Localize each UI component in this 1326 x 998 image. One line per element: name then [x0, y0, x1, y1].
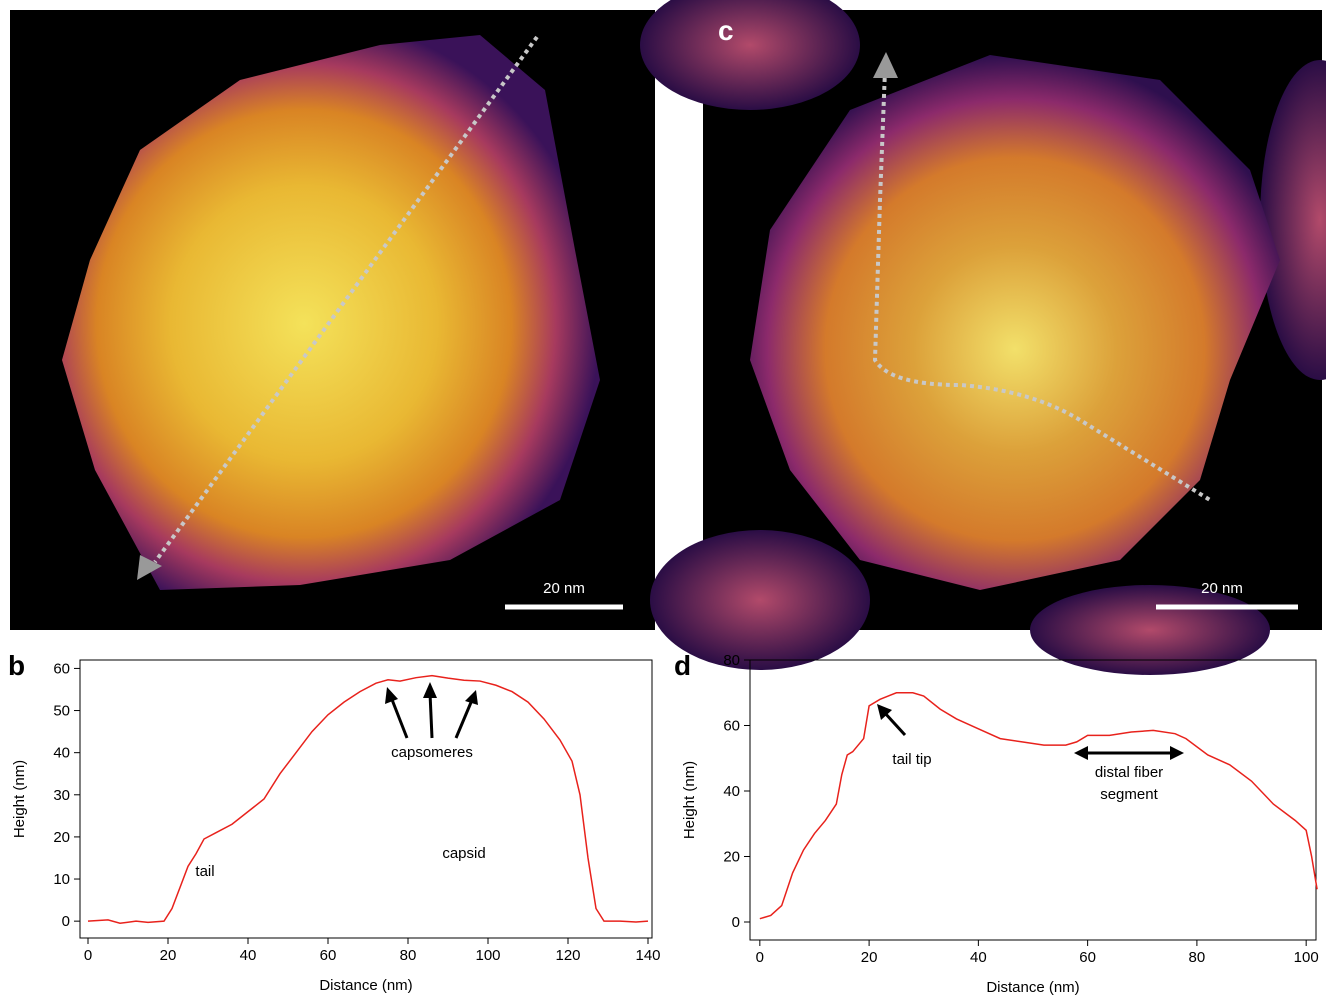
- x-tick-label: 100: [1294, 949, 1319, 966]
- y-tick-label: 40: [723, 783, 740, 800]
- annotation: distal fiber: [1095, 764, 1163, 781]
- x-tick-label: 20: [160, 947, 177, 964]
- x-axis-label: Distance (nm): [986, 979, 1079, 996]
- x-tick-label: 140: [635, 947, 660, 964]
- plot-frame: [749, 659, 1317, 941]
- blob: [1260, 60, 1326, 380]
- y-tick-label: 50: [53, 703, 70, 720]
- y-tick-label: 80: [723, 652, 740, 669]
- x-tick-label: 80: [400, 947, 417, 964]
- blob: [650, 530, 870, 670]
- x-tick-label: 40: [240, 947, 257, 964]
- x-tick-label: 0: [84, 947, 92, 964]
- y-tick-label: 0: [62, 913, 70, 930]
- annotation: segment: [1100, 786, 1158, 803]
- blob: [1030, 585, 1270, 675]
- y-axis-label: Height (nm): [11, 760, 28, 838]
- y-tick-label: 30: [53, 787, 70, 804]
- x-tick-label: 20: [861, 949, 878, 966]
- x-tick-label: 120: [555, 947, 580, 964]
- y-tick-label: 20: [53, 829, 70, 846]
- arrowhead: [137, 555, 162, 580]
- annotation: capsid: [442, 845, 485, 862]
- y-tick-label: 10: [53, 871, 70, 888]
- particle: [62, 35, 600, 590]
- particle: [750, 55, 1280, 590]
- arrows: [389, 692, 1176, 755]
- blob: [640, 0, 860, 110]
- panel-label: d: [674, 650, 691, 681]
- x-tick-label: 40: [970, 949, 987, 966]
- scale-label: 20 nm: [1201, 580, 1243, 597]
- x-tick-label: 80: [1189, 949, 1206, 966]
- panel-label: c: [718, 15, 734, 46]
- x-tick-label: 0: [756, 949, 764, 966]
- panel-label: a: [22, 15, 38, 46]
- x-tick-label: 100: [475, 947, 500, 964]
- arrowheads: [385, 682, 1184, 760]
- y-tick-label: 20: [723, 848, 740, 865]
- scale-label: 20 nm: [543, 580, 585, 597]
- y-tick-label: 60: [53, 660, 70, 677]
- x-tick-label: 60: [1079, 949, 1096, 966]
- y-tick-label: 40: [53, 745, 70, 762]
- data-line: [759, 691, 1318, 920]
- annotation: tail tip: [892, 751, 931, 768]
- y-axis-label: Height (nm): [681, 761, 698, 839]
- y-tick-label: 0: [732, 914, 740, 931]
- panel-label: b: [8, 650, 25, 681]
- plot-frame: [79, 659, 653, 939]
- y-tick-label: 60: [723, 717, 740, 734]
- annotation: capsomeres: [391, 744, 473, 761]
- arrowhead: [873, 52, 898, 78]
- profile-line: [872, 69, 1212, 502]
- annotation: tail: [195, 863, 214, 880]
- data-line: [87, 674, 649, 925]
- x-tick-label: 60: [320, 947, 337, 964]
- x-axis-label: Distance (nm): [319, 977, 412, 994]
